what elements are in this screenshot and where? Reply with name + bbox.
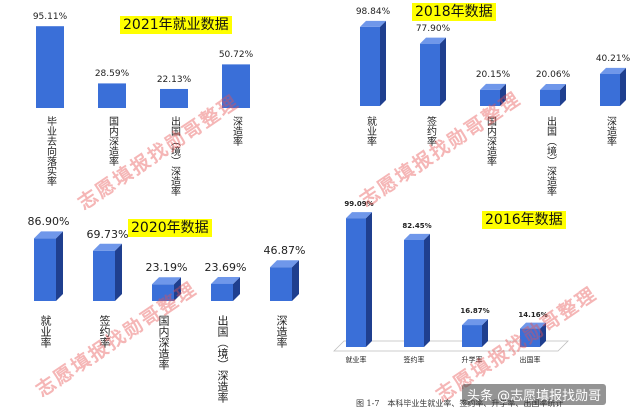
bar <box>462 319 488 347</box>
bar <box>36 26 64 109</box>
value-label: 28.59% <box>94 69 130 80</box>
chart-title: 2020年数据 <box>128 219 212 237</box>
category-label: 签约率 <box>98 315 111 348</box>
bar <box>160 88 188 108</box>
value-label: 50.72% <box>218 50 254 61</box>
category-label: 国内深造率 <box>106 116 118 166</box>
bar <box>270 260 299 301</box>
category-label: 签约率 <box>424 116 436 146</box>
chart-title: 2016年数据 <box>482 211 566 229</box>
value-label: 14.16% <box>518 310 548 319</box>
value-label: 16.87% <box>460 307 490 316</box>
category-label: 深造率 <box>230 116 242 146</box>
value-label: 23.69% <box>204 260 247 274</box>
chart-2020: 2020年数据 86.90% 就业率 69.73% 签约率 23.19% 国内深造率 23.… <box>0 205 320 416</box>
category-label: 深造率 <box>604 116 616 146</box>
value-label: 20.15% <box>475 69 511 80</box>
bars-canvas <box>36 26 250 109</box>
chart-2016: 2016年数据 99.09% 就业率 82.45% 签约率 16.87% 升学率 14.16… <box>320 200 640 416</box>
credit-badge: 头条 @志愿填报找勋哥 <box>462 384 607 405</box>
chart-title: 2018年数据 <box>412 3 496 21</box>
value-label: 95.11% <box>32 12 68 23</box>
value-label: 82.45% <box>402 221 432 230</box>
value-label: 40.21% <box>595 53 631 64</box>
value-label: 86.90% <box>27 215 70 229</box>
category-label: 升学率 <box>461 356 483 364</box>
value-label: 20.06% <box>535 69 571 80</box>
category-label: 深造率 <box>275 315 288 348</box>
bars-canvas <box>34 231 299 301</box>
bars-canvas <box>333 212 569 352</box>
bar <box>420 37 446 106</box>
bar <box>520 322 546 347</box>
bar <box>93 243 122 301</box>
bar <box>222 64 250 108</box>
bar <box>34 231 63 301</box>
bar <box>346 212 372 347</box>
category-label: 出国（境）深造率 <box>168 116 180 196</box>
category-label: 国内深造率 <box>484 116 496 166</box>
category-label: 出国率 <box>519 356 541 364</box>
bar <box>98 83 126 108</box>
category-label: 签约率 <box>403 356 425 364</box>
category-label: 毕业去向落实率 <box>44 116 56 186</box>
value-label: 98.84% <box>355 6 391 17</box>
bar <box>404 233 430 347</box>
chart-2021: 2021年就业数据 95.11% 毕业去向落实率 28.59% 国内深造率 22.13%… <box>0 0 320 205</box>
bar <box>540 83 566 106</box>
category-label: 出国（境）深造率 <box>216 315 229 403</box>
category-label: 就业率 <box>39 315 52 348</box>
bars-canvas <box>360 20 626 106</box>
category-label: 国内深造率 <box>157 315 170 370</box>
value-label: 22.13% <box>156 74 192 85</box>
category-label: 就业率 <box>345 356 367 364</box>
bar <box>152 277 181 301</box>
value-label: 46.87% <box>263 244 306 258</box>
value-label: 23.19% <box>145 261 188 275</box>
bar <box>480 83 506 106</box>
chart-title: 2021年就业数据 <box>120 16 232 34</box>
value-label: 69.73% <box>86 227 129 241</box>
bar <box>600 67 626 106</box>
bar <box>211 276 240 301</box>
bar <box>360 20 386 106</box>
value-label: 77.90% <box>415 23 451 34</box>
value-label: 99.09% <box>344 200 374 209</box>
chart-floor <box>333 340 569 352</box>
category-label: 就业率 <box>364 116 376 146</box>
category-label: 出国（境）深造率 <box>544 116 556 196</box>
figure-caption: 图 1-7 本科毕业生就业率、签约率、升学率、出国率统计 <box>356 399 564 408</box>
chart-2018: 2018年数据 98.84% 就业率 77.90% 签约率 20.15% 国内深造率 20.… <box>320 0 640 205</box>
